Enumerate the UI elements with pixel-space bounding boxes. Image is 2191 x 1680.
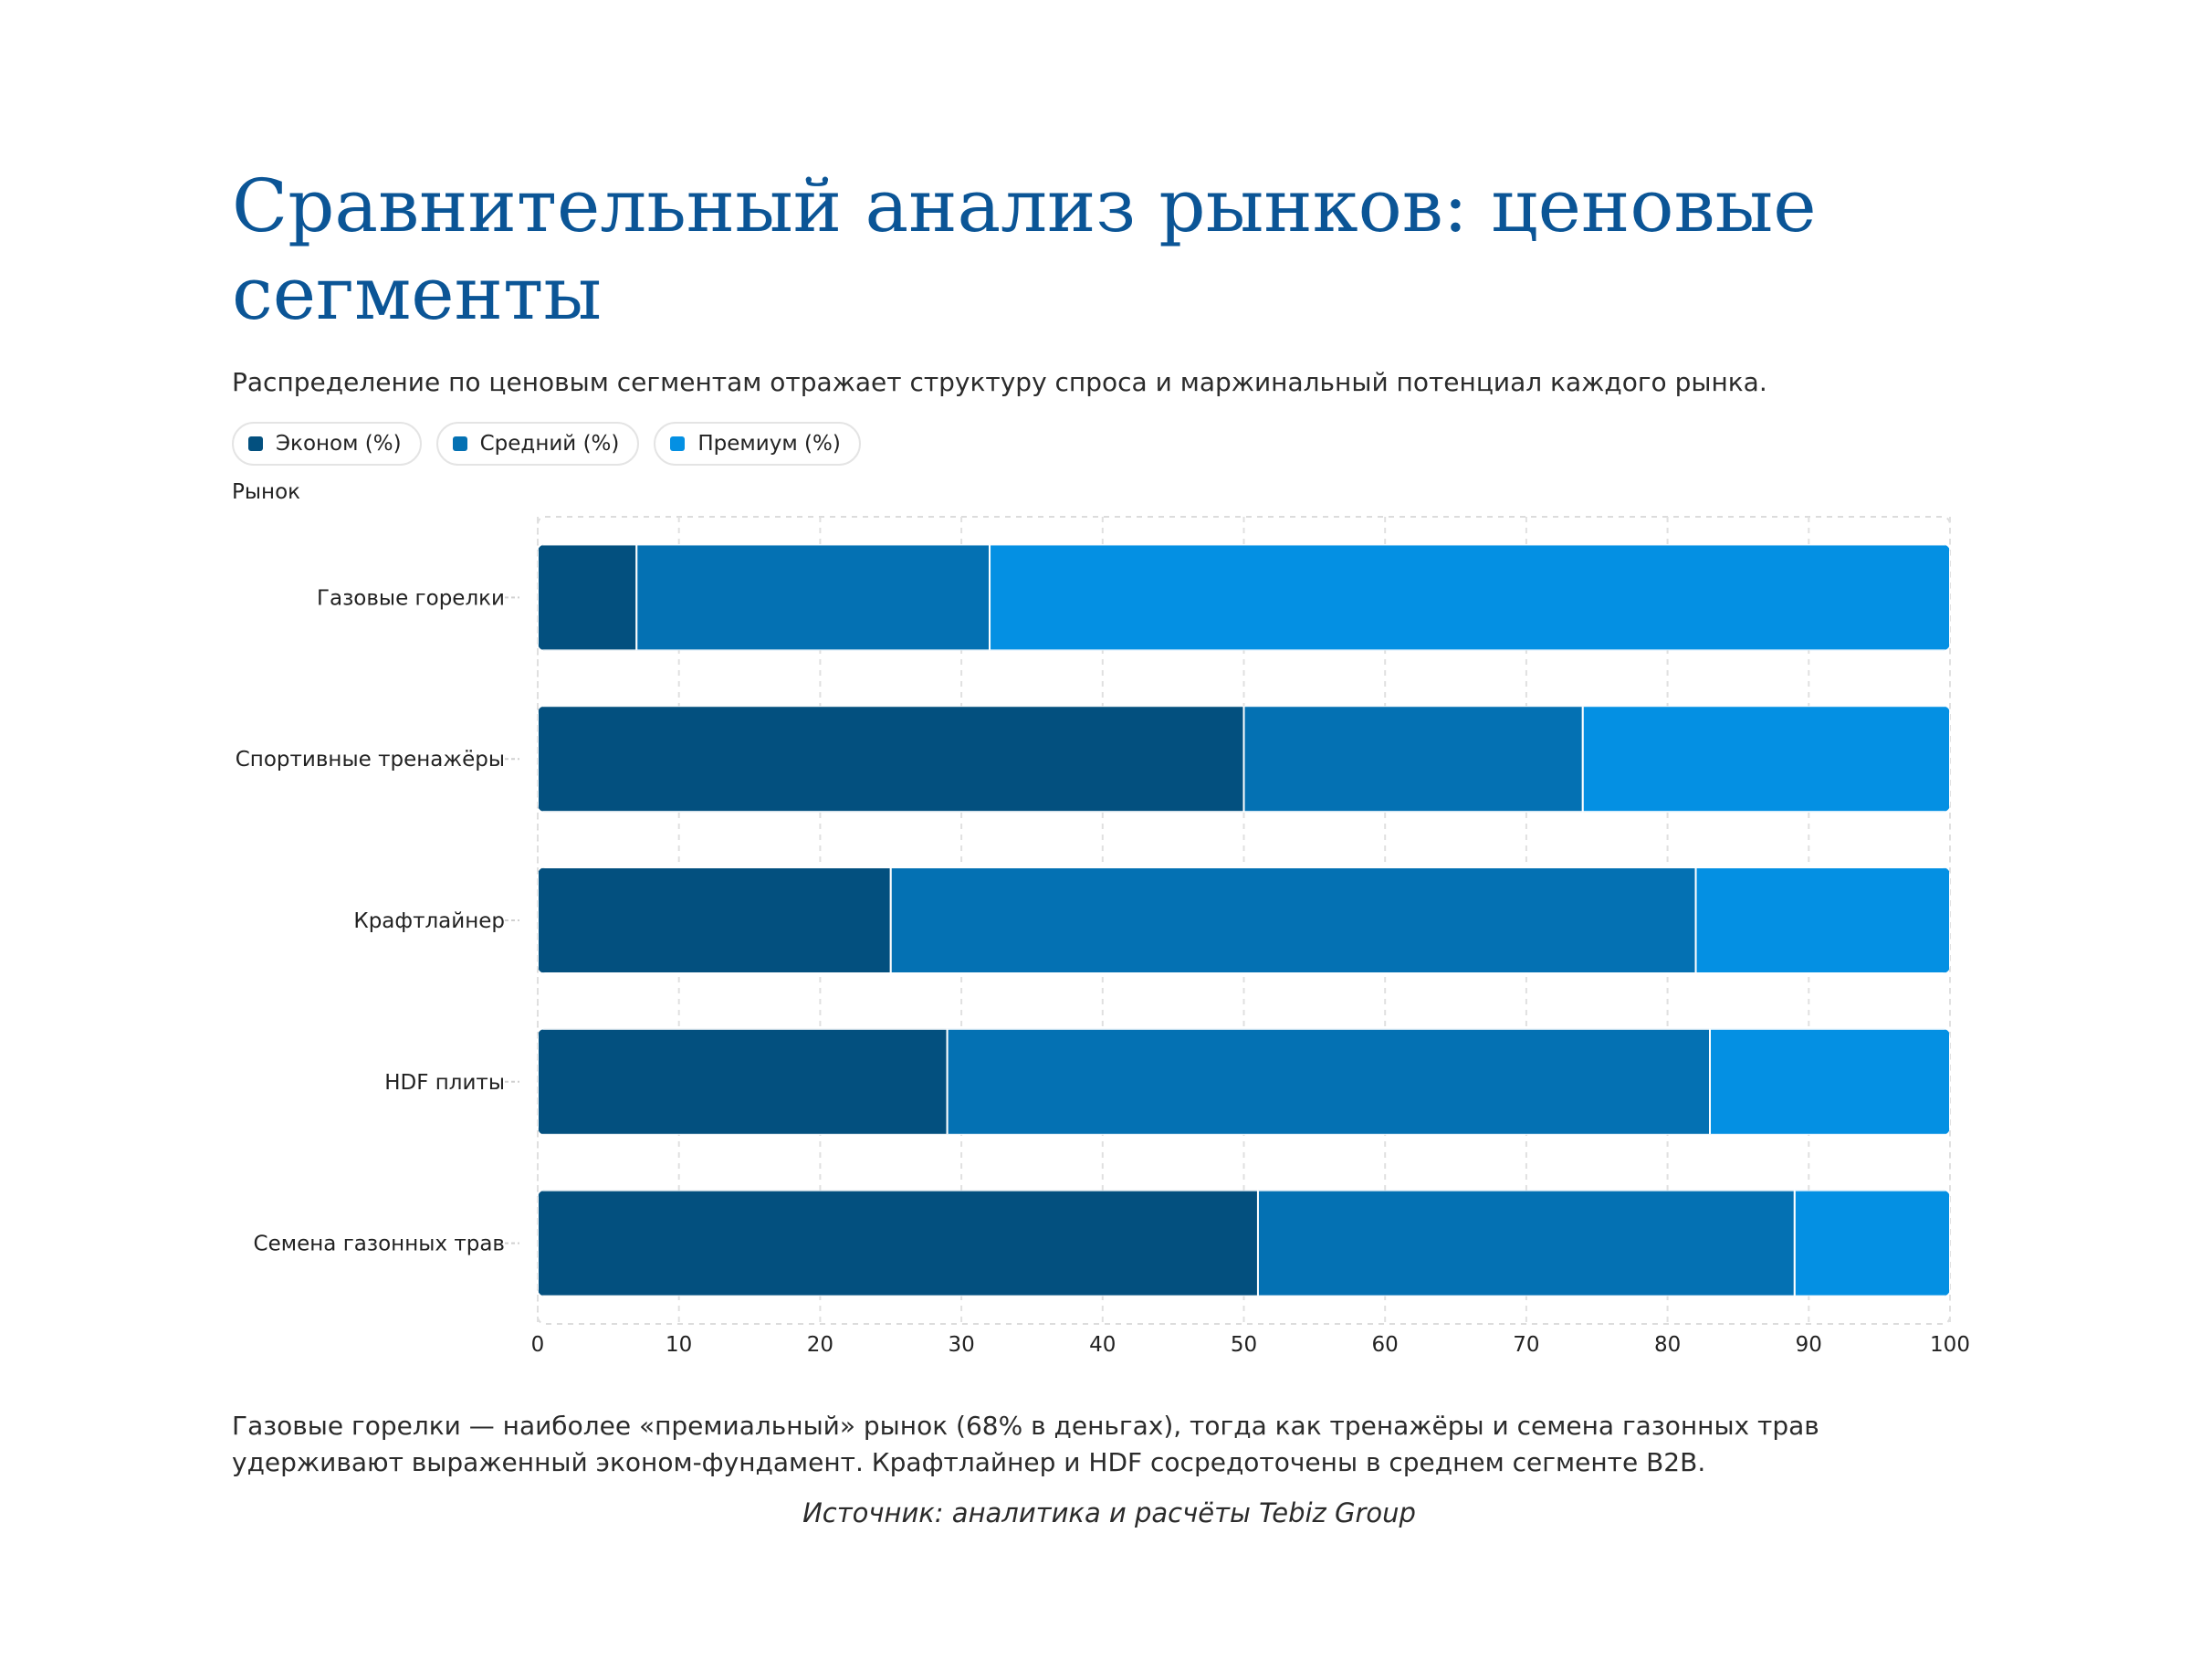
bar-segment[interactable] bbox=[889, 867, 1697, 973]
bar-segment[interactable] bbox=[1581, 706, 1950, 813]
legend-item-econom[interactable]: Эконом (%) bbox=[232, 422, 422, 466]
x-tick-label: 20 bbox=[807, 1333, 833, 1357]
bar-segment[interactable] bbox=[989, 544, 1950, 651]
bars bbox=[538, 544, 1950, 1297]
legend-label-premium: Премиум (%) bbox=[697, 432, 841, 456]
bar-segment[interactable] bbox=[1242, 706, 1584, 813]
category-label: Семена газонных трав bbox=[254, 1233, 505, 1256]
bar-segment[interactable] bbox=[635, 544, 991, 651]
category-label: Крафтлайнер bbox=[353, 909, 505, 933]
bar-segment[interactable] bbox=[1709, 1028, 1950, 1135]
bar-segment[interactable] bbox=[538, 544, 638, 651]
legend-item-middle[interactable]: Средний (%) bbox=[435, 422, 640, 466]
bar-group bbox=[538, 1028, 1950, 1135]
x-tick-label: 100 bbox=[1930, 1333, 1970, 1357]
x-tick-label: 10 bbox=[666, 1333, 692, 1357]
bar-segment[interactable] bbox=[538, 706, 1245, 813]
legend-swatch-middle bbox=[452, 436, 467, 451]
bar-group bbox=[538, 544, 1950, 651]
legend-swatch-econom bbox=[248, 436, 263, 451]
bar-group bbox=[538, 1190, 1950, 1297]
x-tick-label: 50 bbox=[1231, 1333, 1257, 1357]
legend-swatch-premium bbox=[670, 436, 686, 451]
bar-segment[interactable] bbox=[1256, 1190, 1796, 1297]
x-tick-label: 30 bbox=[948, 1333, 974, 1357]
legend-label-middle: Средний (%) bbox=[479, 432, 620, 456]
x-tick-label: 40 bbox=[1089, 1333, 1116, 1357]
chart-title: Сравнительный анализ рынков: ценовые сег… bbox=[232, 163, 1817, 336]
chart-note: Газовые горелки — наиболее «премиальный»… bbox=[232, 1411, 1819, 1477]
bar-segment[interactable] bbox=[1793, 1190, 1950, 1297]
bar-group bbox=[538, 706, 1950, 813]
category-label: HDF плиты bbox=[384, 1071, 505, 1095]
x-tick-label: 80 bbox=[1654, 1333, 1681, 1357]
y-axis-title: Рынок bbox=[232, 480, 301, 504]
category-label: Газовые горелки bbox=[317, 586, 505, 610]
category-labels: Газовые горелки Спортивные тренажёры Крафт… bbox=[236, 586, 519, 1256]
stacked-bar-chart: Газовые горелки Спортивные тренажёры Крафт… bbox=[236, 516, 1970, 1357]
x-tick-label: 0 bbox=[531, 1333, 545, 1357]
chart-source: Источник: аналитика и расчёты Tebiz Grou… bbox=[802, 1497, 1416, 1528]
category-label: Спортивные тренажёры bbox=[236, 748, 505, 772]
x-tick-label: 90 bbox=[1796, 1333, 1822, 1357]
bar-segment[interactable] bbox=[538, 1028, 949, 1135]
x-tick-label: 60 bbox=[1372, 1333, 1399, 1357]
legend: Эконом (%) Средний (%) Премиум (%) bbox=[232, 422, 861, 466]
x-tick-label: 70 bbox=[1513, 1333, 1539, 1357]
bar-segment[interactable] bbox=[538, 867, 892, 973]
legend-label-econom: Эконом (%) bbox=[276, 432, 402, 456]
chart-subtitle: Распределение по ценовым сегментам отраж… bbox=[232, 367, 1767, 397]
bar-segment[interactable] bbox=[538, 1190, 1259, 1297]
bar-segment[interactable] bbox=[1694, 867, 1950, 973]
legend-item-premium[interactable]: Премиум (%) bbox=[654, 422, 861, 466]
bar-group bbox=[538, 867, 1950, 973]
bar-segment[interactable] bbox=[946, 1028, 1712, 1135]
x-tick-labels: 0 10 20 30 40 50 60 70 80 90 100 bbox=[531, 1333, 1970, 1357]
